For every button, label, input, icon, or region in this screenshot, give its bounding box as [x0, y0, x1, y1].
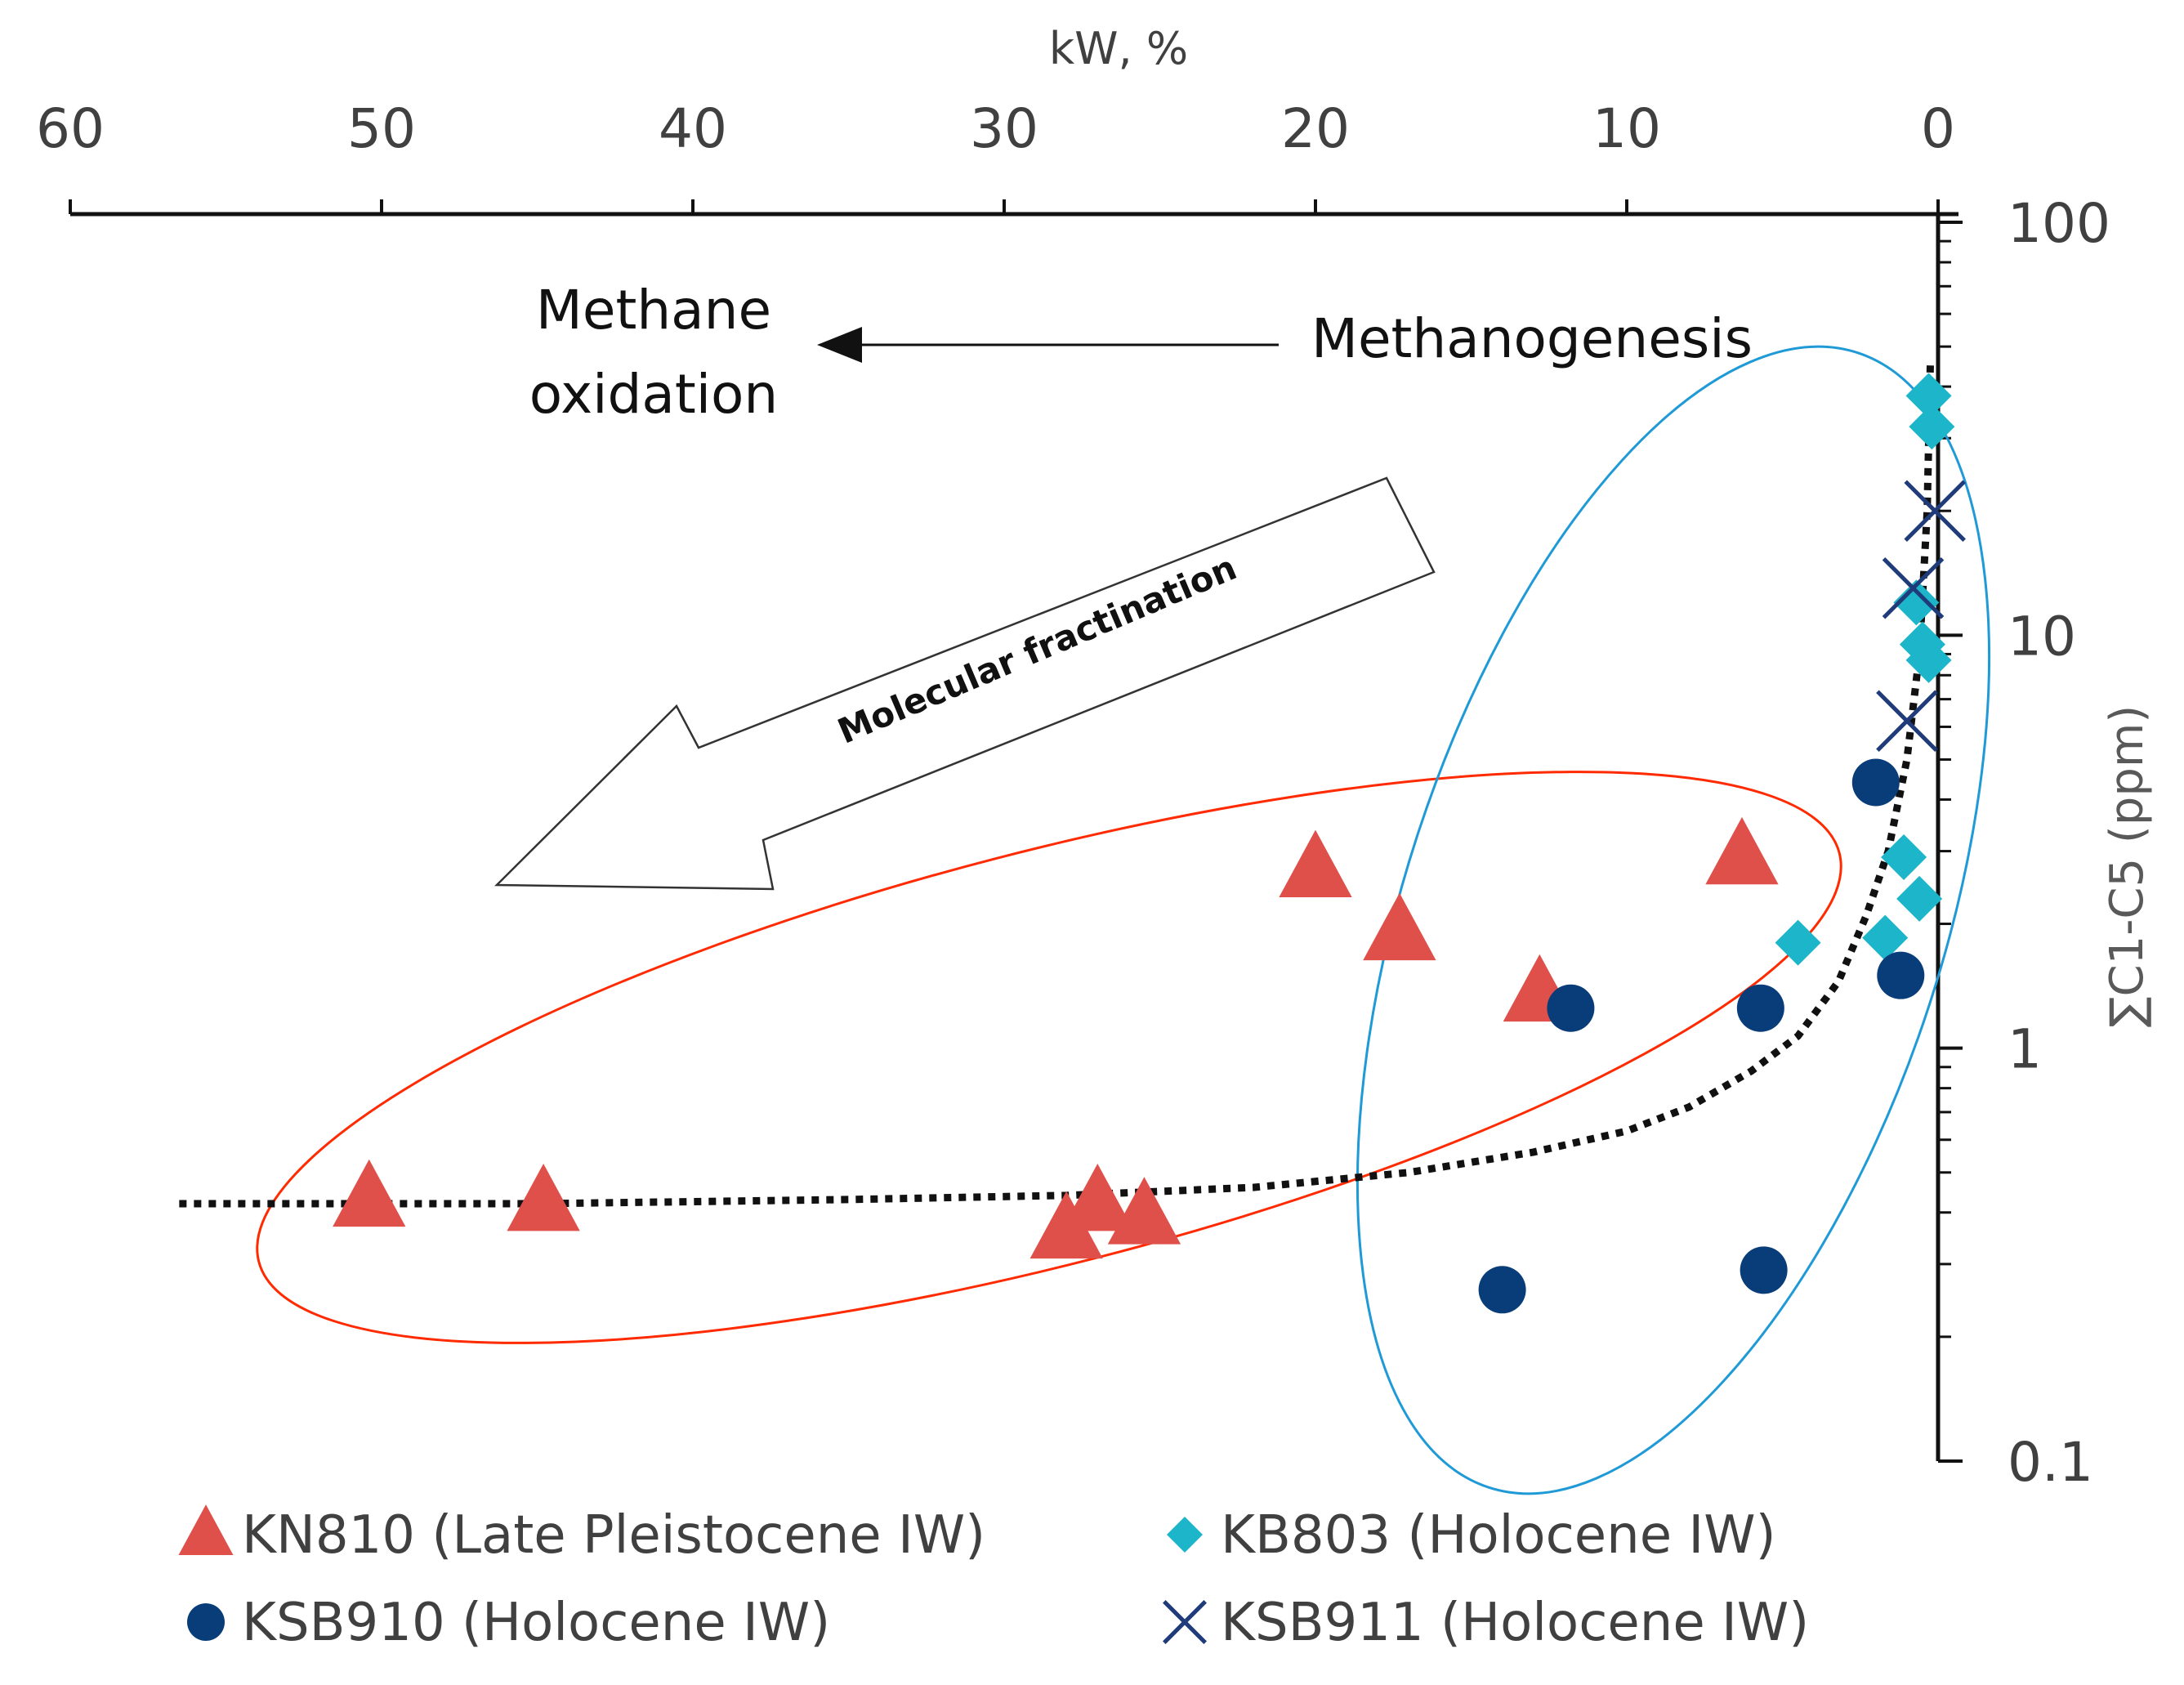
- x-tick-label: 10: [1592, 97, 1661, 160]
- legend-label: KN810 (Late Pleistocene IW): [242, 1505, 985, 1566]
- legend-label: KSB911 (Holocene IW): [1221, 1593, 1809, 1653]
- legend-label: KSB910 (Holocene IW): [242, 1593, 830, 1653]
- x-tick-label: 0: [1921, 97, 1955, 160]
- data-point-triangle: [333, 1159, 406, 1227]
- legend-marker-x: [1163, 1600, 1207, 1644]
- group-ellipses: [256, 345, 1991, 1495]
- legend: KN810 (Late Pleistocene IW) KB803 (Holoce…: [178, 1504, 1809, 1653]
- holocene-group-ellipse: [1356, 345, 1991, 1495]
- data-point-circle: [1851, 758, 1900, 807]
- data-point-triangle: [1363, 892, 1436, 961]
- x-tick-label: 50: [347, 97, 416, 160]
- pleistocene-group-ellipse: [256, 771, 1842, 1344]
- trendline-path: [179, 365, 1934, 1208]
- data-point-x: [1904, 480, 1966, 542]
- data-point-diamond: [1905, 637, 1952, 683]
- data-point-triangle: [1107, 1177, 1181, 1245]
- x-marker-stroke: [1876, 690, 1938, 753]
- trendline: [179, 365, 1934, 1208]
- legend-marker-diamond: [1167, 1517, 1203, 1553]
- x-axis-title: kW, %: [1049, 23, 1188, 74]
- data-point-diamond: [1862, 914, 1909, 961]
- x-tick-label: 20: [1281, 97, 1350, 160]
- data-point-diamond: [1893, 579, 1940, 626]
- data-point-diamond: [1881, 834, 1927, 881]
- legend-marker-circle: [187, 1603, 225, 1641]
- y-tick-label: 1: [2008, 1018, 2042, 1081]
- data-point-triangle: [1061, 1163, 1134, 1231]
- y-tick-label: 0.1: [2008, 1431, 2093, 1494]
- methane-oxidation-label-line1: Methane: [536, 279, 771, 342]
- data-point-x: [1882, 556, 1945, 619]
- methanogenesis-arrow-head: [817, 327, 862, 363]
- y-tick-label: 10: [2008, 605, 2076, 668]
- data-points: [333, 373, 1966, 1314]
- y-axis-title: ∑C1-C5 (ppm): [2101, 705, 2154, 1028]
- data-point-circle: [1547, 984, 1595, 1032]
- legend-marker-triangle: [178, 1504, 234, 1555]
- data-point-circle: [1740, 1246, 1788, 1294]
- data-point-circle: [1736, 984, 1784, 1032]
- x-marker-stroke: [1882, 556, 1945, 619]
- data-point-circle: [1478, 1266, 1526, 1314]
- data-point-triangle: [1279, 829, 1352, 897]
- data-point-triangle: [507, 1163, 580, 1231]
- data-point-triangle: [1705, 816, 1779, 885]
- legend-label: KB803 (Holocene IW): [1221, 1505, 1776, 1566]
- data-point-circle: [1877, 951, 1925, 999]
- data-point-x: [1876, 690, 1938, 753]
- annotations: Methane oxidation Methanogenesis Molecul…: [494, 279, 1753, 891]
- molecular-fractination-arrow: [494, 476, 1436, 891]
- data-point-diamond: [1905, 373, 1952, 419]
- x-marker-stroke: [1163, 1600, 1207, 1644]
- data-point-diamond: [1909, 404, 1955, 450]
- x-tick-label: 40: [659, 97, 727, 160]
- methanogenesis-label: Methanogenesis: [1311, 307, 1753, 370]
- y-tick-label: 100: [2008, 192, 2110, 255]
- methane-oxidation-label-line2: oxidation: [529, 363, 779, 426]
- data-point-diamond: [1775, 919, 1821, 966]
- x-tick-label: 30: [970, 97, 1038, 160]
- x-marker-stroke: [1904, 480, 1966, 542]
- data-point-diamond: [1896, 875, 1943, 922]
- x-tick-label: 60: [36, 97, 105, 160]
